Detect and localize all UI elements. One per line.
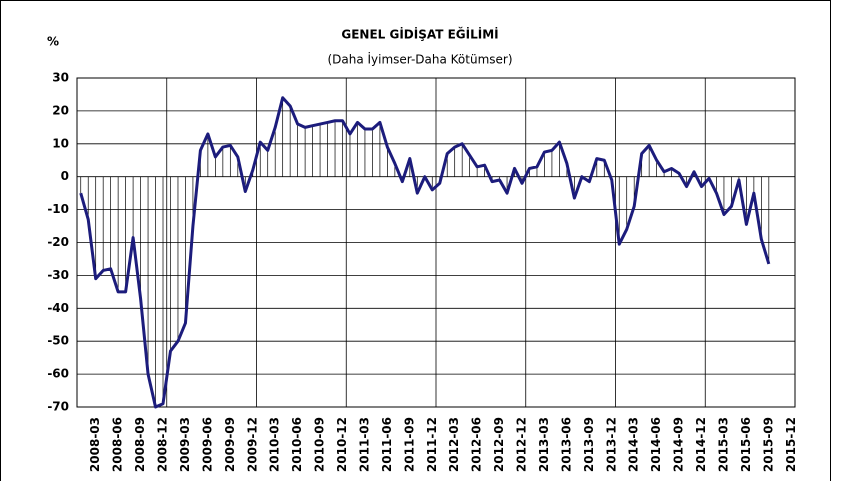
y-tick-label: -20 xyxy=(47,235,69,249)
x-tick-label: 2011-12 xyxy=(425,417,439,472)
y-tick-label: -70 xyxy=(47,400,69,414)
y-tick-label: 10 xyxy=(52,136,69,150)
y-tick-label: -30 xyxy=(47,268,69,282)
x-tick-label: 2015-09 xyxy=(761,417,775,472)
x-tick-label: 2015-12 xyxy=(784,417,798,472)
x-tick-label: 2013-03 xyxy=(537,417,551,472)
x-tick-label: 2008-12 xyxy=(156,417,170,472)
x-tick-label: 2010-03 xyxy=(268,417,282,472)
x-tick-label: 2011-09 xyxy=(402,417,416,472)
x-tick-label: 2012-09 xyxy=(492,417,506,472)
x-tick-label: 2012-12 xyxy=(515,417,529,472)
y-tick-label: -10 xyxy=(47,202,69,216)
y-tick-label: -40 xyxy=(47,301,69,315)
chart-title: GENEL GİDİŞAT EĞİLİMİ xyxy=(341,27,498,42)
x-tick-label: 2009-12 xyxy=(245,417,259,472)
x-tick-label: 2010-06 xyxy=(290,417,304,472)
x-tick-label: 2009-03 xyxy=(178,417,192,472)
y-tick-label: -50 xyxy=(47,334,69,348)
x-tick-label: 2008-06 xyxy=(111,417,125,472)
y-tick-label: 20 xyxy=(52,103,69,117)
x-tick-label: 2012-03 xyxy=(447,417,461,472)
y-tick-label: 0 xyxy=(61,169,69,183)
data-line xyxy=(79,96,771,409)
x-tick-label: 2011-06 xyxy=(380,417,394,472)
x-tick-label: 2015-03 xyxy=(716,417,730,472)
x-tick-label: 2012-06 xyxy=(470,417,484,472)
x-tick-label: 2008-09 xyxy=(133,417,147,472)
chart-subtitle: (Daha İyimser-Daha Kötümser) xyxy=(327,52,512,67)
x-tick-label: 2009-09 xyxy=(223,417,237,472)
x-tick-label: 2014-06 xyxy=(649,417,663,472)
x-tick-label: 2010-09 xyxy=(313,417,327,472)
x-tick-label: 2013-06 xyxy=(559,417,573,472)
x-tick-label: 2011-03 xyxy=(357,417,371,472)
x-tick-label: 2009-06 xyxy=(200,417,214,472)
x-tick-label: 2014-03 xyxy=(627,417,641,472)
x-tick-label: 2015-06 xyxy=(739,417,753,472)
x-tick-label: 2010-12 xyxy=(335,417,349,472)
x-tick-label: 2014-09 xyxy=(672,417,686,472)
x-tick-label: 2008-03 xyxy=(88,417,102,472)
y-tick-label: -60 xyxy=(47,367,69,381)
y-axis-label: % xyxy=(47,35,59,49)
x-tick-label: 2013-09 xyxy=(582,417,596,472)
x-tick-label: 2014-12 xyxy=(694,417,708,472)
y-tick-label: 30 xyxy=(52,71,69,85)
x-tick-label: 2013-12 xyxy=(604,417,618,472)
